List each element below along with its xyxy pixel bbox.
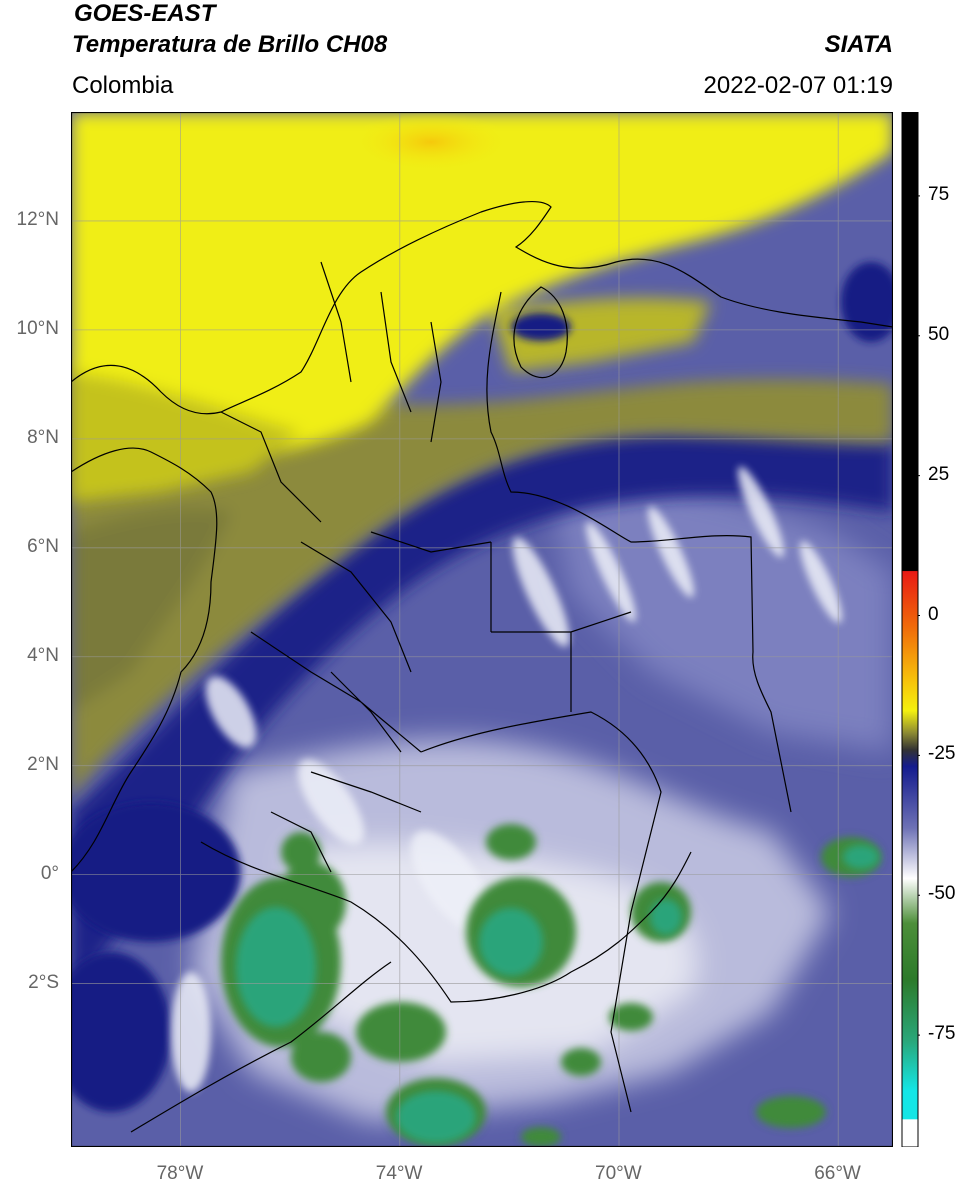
warm-hotspot: [351, 112, 511, 172]
colorbar-tick-label: 25: [928, 463, 950, 485]
lat-tick-label: 2°S: [28, 971, 59, 993]
gridlines: [71, 112, 893, 1147]
lon-tick-label: 66°W: [814, 1163, 861, 1184]
cloud-streaks: [171, 466, 843, 1092]
lat-tick-label: 10°N: [16, 317, 59, 339]
lat-tick-label: 6°N: [27, 535, 59, 557]
map-frame-border: [71, 112, 893, 1147]
lat-tick-label: 2°N: [27, 753, 59, 775]
southern-border: [200, 841, 692, 1003]
colorbar-tick-label: 75: [928, 183, 950, 205]
brightness-temperature-map: [71, 112, 893, 1147]
agency-label: SIATA: [824, 31, 893, 58]
yellow-warm-region: [71, 112, 893, 502]
lat-tick-label: 0°: [40, 862, 59, 884]
navy-patches: [71, 262, 893, 1112]
lat-tick-label: 8°N: [27, 426, 59, 448]
colorbar-tick-label: -50: [928, 883, 956, 905]
satellite-map: [71, 112, 893, 1147]
colombia-venezuela-border: [486, 291, 792, 813]
lon-tick-label: 70°W: [595, 1163, 642, 1184]
colorbar-tick-label: 50: [928, 323, 950, 345]
region-label: Colombia: [72, 72, 174, 99]
colorbar-tick-label: 0: [928, 603, 939, 625]
lon-tick-label: 74°W: [375, 1163, 423, 1184]
caribbean-coast: [71, 201, 893, 415]
dept-boundaries: [220, 261, 632, 873]
colorbar-fill: [901, 112, 919, 1147]
borders: [71, 201, 893, 1133]
colorbar-tick-label: -25: [928, 743, 956, 765]
brazil-border: [420, 711, 662, 1113]
satellite-title: GOES-EAST: [74, 0, 216, 27]
colorbar: [901, 112, 920, 1147]
cold-cloud-tops: [221, 824, 881, 1147]
lat-tick-label: 4°N: [27, 644, 59, 666]
timestamp-label: 2022-02-07 01:19: [703, 72, 894, 99]
lon-tick-label: 78°W: [156, 1163, 204, 1184]
lat-tick-label: 12°N: [16, 208, 59, 230]
peru-coast: [130, 961, 392, 1133]
pacific-coast: [71, 447, 218, 873]
product-title: Temperatura de Brillo CH08: [72, 31, 388, 58]
maracaibo-lake: [513, 286, 568, 379]
colorbar-tick-label: -75: [928, 1023, 956, 1045]
